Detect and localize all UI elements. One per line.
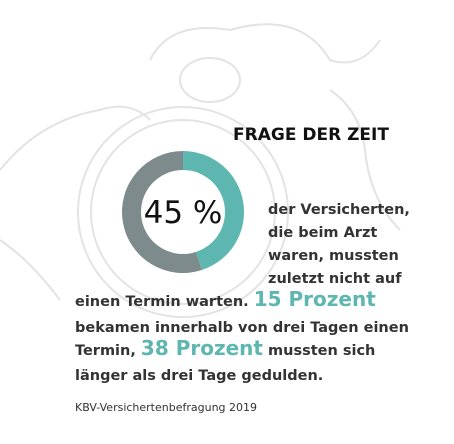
body-segment: mussten sich [263, 343, 375, 359]
body-segment: zuletzt nicht auf [268, 271, 402, 287]
center-label: 45 % [144, 195, 223, 231]
body-line: Termin, 38 Prozent mussten sich [75, 336, 375, 360]
body-line: waren, mussten [268, 248, 399, 264]
body-line: der Versicherten, [268, 202, 410, 218]
highlight: 15 Prozent [254, 287, 377, 311]
source: KBV-Versichertenbefragung 2019 [75, 401, 257, 414]
body-segment: bekamen innerhalb von drei Tagen einen [75, 320, 409, 336]
body-line: die beim Arzt [268, 225, 377, 241]
body-text: der Versicherten, die beim Arzt waren, mus… [75, 202, 410, 384]
body-line: länger als drei Tage gedulden. [75, 368, 323, 384]
body-segment: länger als drei Tage gedulden. [75, 368, 323, 384]
background-illustration [0, 23, 401, 318]
donut: 45 % [121, 151, 244, 273]
body-segment: der Versicherten, [268, 202, 410, 218]
body-segment: waren, mussten [268, 248, 399, 264]
body-line: einen Termin warten. 15 Prozent [75, 287, 376, 311]
body-segment: die beim Arzt [268, 225, 377, 241]
body-segment: Termin, [75, 343, 141, 359]
title: FRAGE DER ZEIT [233, 125, 389, 145]
highlight: 38 Prozent [141, 336, 264, 360]
donut-hole [141, 170, 225, 254]
body-segment: einen Termin warten. [75, 294, 254, 310]
body-line: bekamen innerhalb von drei Tagen einen [75, 320, 409, 336]
body-line: zuletzt nicht auf [268, 271, 402, 287]
